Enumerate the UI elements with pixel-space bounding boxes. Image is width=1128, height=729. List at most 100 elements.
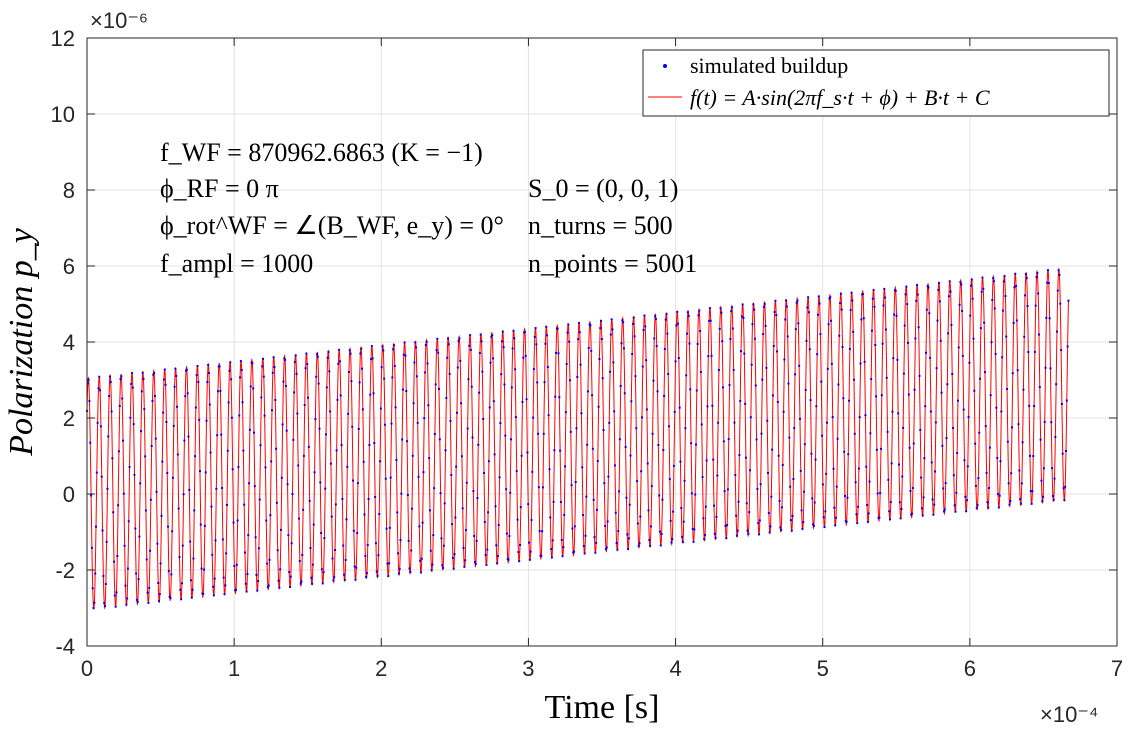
data-point xyxy=(735,514,738,517)
data-point xyxy=(634,375,637,378)
data-point xyxy=(439,492,442,495)
data-point xyxy=(131,386,134,389)
data-point xyxy=(292,438,295,441)
data-point xyxy=(600,320,603,323)
data-point xyxy=(105,540,108,543)
data-point xyxy=(494,505,497,508)
data-point xyxy=(470,385,473,388)
data-point xyxy=(672,464,675,467)
data-point xyxy=(974,442,977,445)
data-point xyxy=(437,351,440,354)
data-point xyxy=(246,573,249,576)
data-point xyxy=(896,358,899,361)
data-point xyxy=(574,481,577,484)
data-point xyxy=(789,485,792,488)
data-point xyxy=(110,410,113,413)
data-point xyxy=(606,520,609,523)
data-point xyxy=(711,404,714,407)
data-point xyxy=(753,308,756,311)
data-point xyxy=(288,571,291,574)
data-point xyxy=(905,285,908,288)
data-point xyxy=(199,523,202,526)
data-point xyxy=(308,499,311,502)
data-point xyxy=(469,334,472,337)
data-point xyxy=(505,532,508,535)
data-point xyxy=(955,491,958,494)
data-point xyxy=(122,492,125,495)
data-point xyxy=(455,411,458,414)
data-point xyxy=(666,332,669,335)
data-point xyxy=(911,512,914,515)
data-point xyxy=(744,456,747,459)
data-point xyxy=(888,510,891,513)
data-point xyxy=(555,351,558,354)
data-point xyxy=(312,523,315,526)
data-point xyxy=(209,451,212,454)
data-point xyxy=(106,487,109,490)
data-point xyxy=(512,329,515,332)
data-point xyxy=(930,461,933,464)
data-point xyxy=(807,296,810,299)
data-point xyxy=(259,444,262,447)
data-point xyxy=(311,582,314,585)
data-point xyxy=(577,322,580,325)
data-point xyxy=(565,363,568,366)
data-point xyxy=(945,437,948,440)
data-point xyxy=(831,416,834,419)
data-point xyxy=(682,520,685,523)
data-point xyxy=(269,514,272,517)
data-point xyxy=(652,379,655,382)
data-point xyxy=(923,457,926,460)
data-point xyxy=(867,512,870,515)
data-point xyxy=(669,519,672,522)
data-point xyxy=(479,333,482,336)
data-point xyxy=(551,539,554,542)
data-point xyxy=(647,509,650,512)
data-point xyxy=(461,507,464,510)
data-point xyxy=(972,337,975,340)
data-point xyxy=(92,607,95,610)
data-point xyxy=(203,524,206,527)
data-point xyxy=(547,414,550,417)
data-point xyxy=(219,389,222,392)
data-point xyxy=(438,438,441,441)
data-point xyxy=(874,343,877,346)
data-point xyxy=(319,481,322,484)
data-point xyxy=(198,418,201,421)
data-point xyxy=(450,473,453,476)
data-point xyxy=(223,593,226,596)
data-point xyxy=(107,435,110,438)
data-point xyxy=(982,287,985,290)
data-point xyxy=(721,340,724,343)
data-point xyxy=(771,448,774,451)
data-point xyxy=(654,315,657,318)
data-point xyxy=(875,395,878,398)
data-point xyxy=(114,605,117,608)
data-point xyxy=(218,365,221,368)
data-point xyxy=(992,277,995,280)
data-point xyxy=(510,386,513,389)
data-point xyxy=(1020,482,1023,485)
data-point xyxy=(780,528,783,531)
data-point xyxy=(690,442,693,445)
data-point xyxy=(468,344,471,347)
data-point xyxy=(344,558,347,561)
data-point xyxy=(137,578,140,581)
data-point xyxy=(959,281,962,284)
data-point xyxy=(933,503,936,506)
data-point xyxy=(622,347,625,350)
data-point xyxy=(1051,467,1054,470)
data-point xyxy=(198,470,201,473)
data-point xyxy=(841,346,844,349)
data-point xyxy=(1064,485,1067,488)
data-point xyxy=(477,443,480,446)
data-point xyxy=(222,576,225,579)
data-point xyxy=(795,301,798,304)
data-point xyxy=(388,526,391,529)
data-point xyxy=(363,513,366,516)
data-point xyxy=(1055,330,1058,333)
data-point xyxy=(263,414,266,417)
data-point xyxy=(467,378,470,381)
data-point xyxy=(326,356,329,359)
data-point xyxy=(884,328,887,331)
